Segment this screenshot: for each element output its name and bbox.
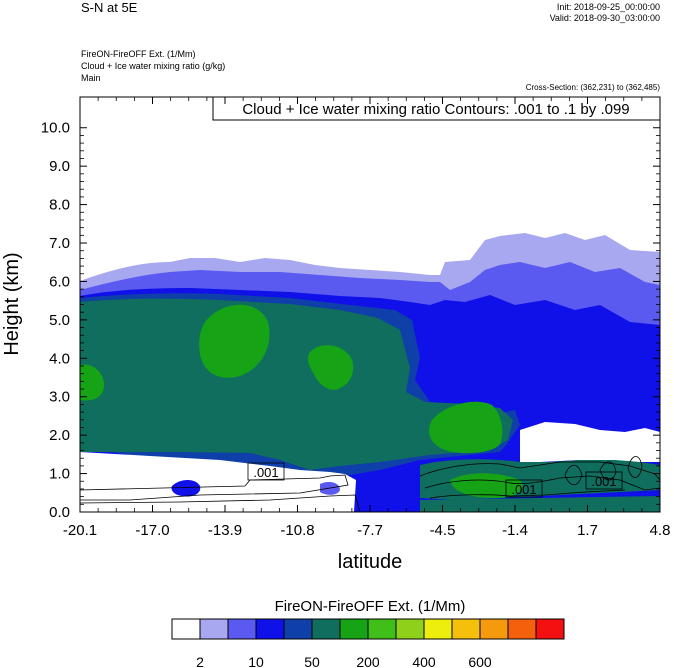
contour-line	[429, 489, 626, 499]
y-tick-label: 0.0	[49, 504, 70, 521]
small-blob-1	[171, 480, 201, 497]
heatmap-field	[80, 233, 660, 512]
colorbar-label: 600	[468, 654, 492, 668]
cross-section-label: Cross-Section: (362,231) to (362,485)	[525, 83, 660, 92]
surface-strip	[420, 496, 660, 512]
contour-label-box	[505, 479, 543, 498]
fill-level-green-3	[80, 364, 104, 401]
contour-label-boxes: .001 .001 .001	[247, 462, 623, 498]
fill-level-green-1	[199, 304, 270, 378]
valid-time: Valid: 2018-09-30_03:00:00	[549, 13, 660, 23]
x-tick-label: -20.1	[63, 522, 97, 539]
x-tick-label: -7.7	[357, 522, 383, 539]
colorbar-swatch	[423, 618, 453, 640]
contour-label: .001	[591, 474, 616, 489]
fill-level-teal	[80, 298, 513, 470]
colorbar: 2 10 50 200 400 600	[171, 618, 565, 668]
colorbar-swatch	[283, 618, 313, 640]
low-cloud-green	[450, 473, 523, 498]
fill-level-green-4	[428, 401, 503, 454]
colorbar-swatch	[451, 618, 481, 640]
colorbar-swatch	[199, 618, 229, 640]
contour-line	[627, 456, 643, 478]
contour-lines	[80, 456, 660, 512]
chart-title: Cloud + Ice water mixing ratio Contours:…	[242, 101, 629, 118]
header-title: S-N at 5E	[81, 0, 138, 15]
y-tick-label: 9.0	[49, 158, 70, 175]
x-tick-label: 4.8	[650, 522, 671, 539]
contour-line	[564, 464, 583, 486]
y-tick-label: 6.0	[49, 273, 70, 290]
y-tick-label: 10.0	[41, 120, 70, 137]
clear-region-left	[80, 452, 356, 512]
fill-level-green-2	[307, 345, 354, 390]
colorbar-swatch	[395, 618, 425, 640]
contour-line	[80, 494, 361, 512]
colorbar-swatch	[479, 618, 509, 640]
contour-line	[424, 475, 660, 491]
colorbar-swatch	[507, 618, 537, 640]
colorbar-label: 2	[196, 654, 204, 668]
x-tick-label: -17.0	[135, 522, 169, 539]
colorbar-label: 10	[248, 654, 264, 668]
y-tick-label: 2.0	[49, 427, 70, 444]
contour-line	[80, 474, 349, 501]
y-tick-label: 7.0	[49, 235, 70, 252]
y-tick-label: 8.0	[49, 197, 70, 214]
y-tick-label: 1.0	[49, 466, 70, 483]
y-tick-label: 3.0	[49, 389, 70, 406]
contour-field-name: Cloud + Ice water mixing ratio (g/kg)	[81, 61, 226, 71]
contour-label-box	[585, 471, 623, 490]
x-axis: -20.1 -17.0 -13.9 -10.8 -7.7 -4.5 -1.4 1.7 4.8	[63, 97, 671, 539]
low-cloud-blue-rim	[360, 471, 420, 498]
colorbar-swatch	[339, 618, 369, 640]
colorbar-swatch	[255, 618, 285, 640]
contour-label-box	[247, 462, 285, 481]
colorbar-swatch	[171, 618, 201, 640]
contour-label: .001	[253, 465, 278, 480]
x-tick-label: -13.9	[208, 522, 242, 539]
colorbar-swatch	[367, 618, 397, 640]
y-tick-label: 5.0	[49, 312, 70, 329]
clear-region-right	[520, 422, 660, 462]
x-tick-label: -10.8	[280, 522, 314, 539]
contour-title-box	[212, 96, 661, 121]
contour-line	[419, 461, 660, 481]
y-axis-label: Height (km)	[1, 252, 23, 355]
domain-label: Main	[81, 73, 101, 83]
contour-label: .001	[511, 482, 536, 497]
colorbar-swatch	[535, 618, 565, 640]
colorbar-title: FireON-FireOFF Ext. (1/Mm)	[275, 598, 466, 615]
x-tick-label: -4.5	[430, 522, 456, 539]
y-axis: 0.0 1.0 2.0 3.0 4.0 5.0 6.0 7.0 8.0 9.0 10.0	[41, 120, 660, 521]
colorbar-label: 400	[412, 654, 436, 668]
init-time: Init: 2018-09-25_00:00:00	[556, 2, 660, 12]
y-tick-label: 4.0	[49, 350, 70, 367]
x-axis-label: latitude	[338, 551, 403, 573]
colorbar-label: 50	[304, 654, 320, 668]
field-name: FireON-FireOFF Ext. (1/Mm)	[81, 49, 196, 59]
colorbar-label: 200	[356, 654, 380, 668]
colorbar-swatch	[311, 618, 341, 640]
x-tick-label: 1.7	[577, 522, 598, 539]
x-tick-label: -1.4	[502, 522, 528, 539]
colorbar-swatch	[227, 618, 257, 640]
